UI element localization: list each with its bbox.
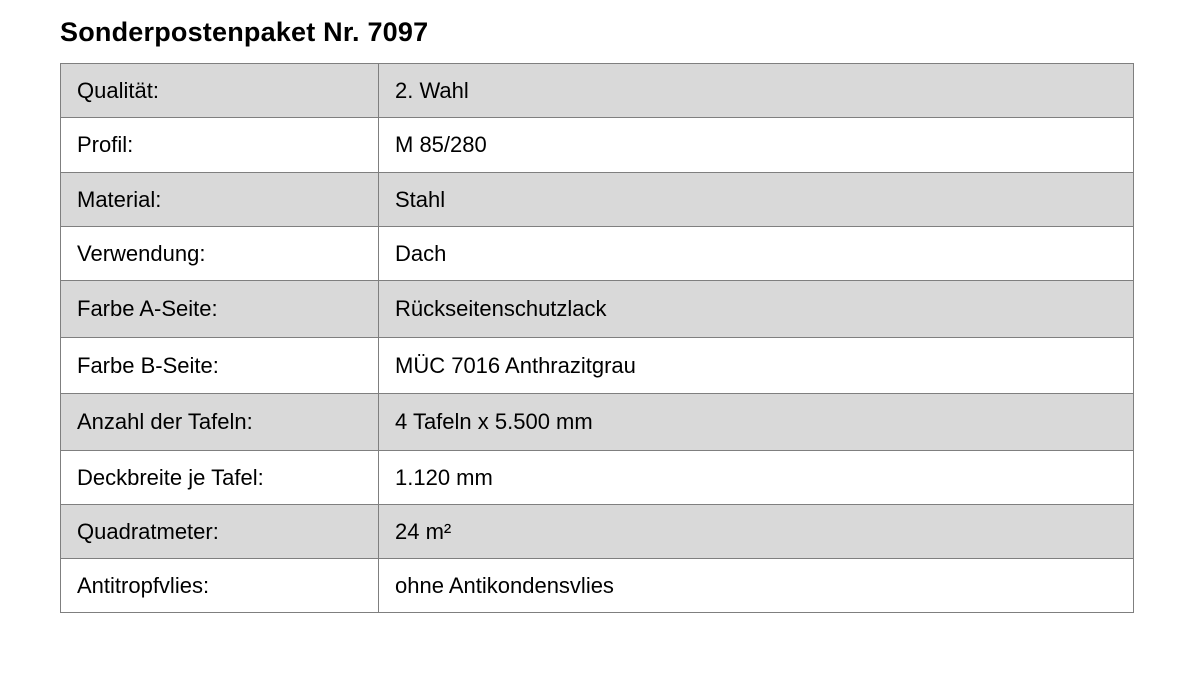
table-row: Deckbreite je Tafel: 1.120 mm	[60, 450, 1134, 505]
row-value: 2. Wahl	[378, 63, 1134, 118]
row-label: Farbe B-Seite:	[60, 337, 379, 394]
row-label: Profil:	[60, 117, 379, 173]
row-label: Anzahl der Tafeln:	[60, 393, 379, 451]
row-label: Qualität:	[60, 63, 379, 118]
row-value: 4 Tafeln x 5.500 mm	[378, 393, 1134, 451]
row-value: Stahl	[378, 172, 1134, 227]
table-row: Verwendung: Dach	[60, 226, 1134, 281]
row-value: M 85/280	[378, 117, 1134, 173]
row-label: Quadratmeter:	[60, 504, 379, 559]
table-row: Farbe B-Seite: MÜC 7016 Anthrazitgrau	[60, 337, 1134, 394]
page-title: Sonderpostenpaket Nr. 7097	[60, 17, 429, 47]
table-row: Qualität: 2. Wahl	[60, 63, 1134, 118]
row-label: Antitropfvlies:	[60, 558, 379, 613]
table-row: Anzahl der Tafeln: 4 Tafeln x 5.500 mm	[60, 393, 1134, 451]
table-row: Material: Stahl	[60, 172, 1134, 227]
table-row: Profil: M 85/280	[60, 117, 1134, 173]
row-value: ohne Antikondensvlies	[378, 558, 1134, 613]
row-label: Verwendung:	[60, 226, 379, 281]
table-row: Antitropfvlies: ohne Antikondensvlies	[60, 558, 1134, 613]
row-value: 1.120 mm	[378, 450, 1134, 505]
row-label: Farbe A-Seite:	[60, 280, 379, 338]
row-value: Dach	[378, 226, 1134, 281]
row-value: 24 m²	[378, 504, 1134, 559]
row-label: Material:	[60, 172, 379, 227]
table-row: Farbe A-Seite: Rückseitenschutzlack	[60, 280, 1134, 338]
row-value: MÜC 7016 Anthrazitgrau	[378, 337, 1134, 394]
spec-table: Qualität: 2. Wahl Profil: M 85/280 Material:…	[60, 63, 1134, 613]
row-label: Deckbreite je Tafel:	[60, 450, 379, 505]
row-value: Rückseitenschutzlack	[378, 280, 1134, 338]
table-row: Quadratmeter: 24 m²	[60, 504, 1134, 559]
